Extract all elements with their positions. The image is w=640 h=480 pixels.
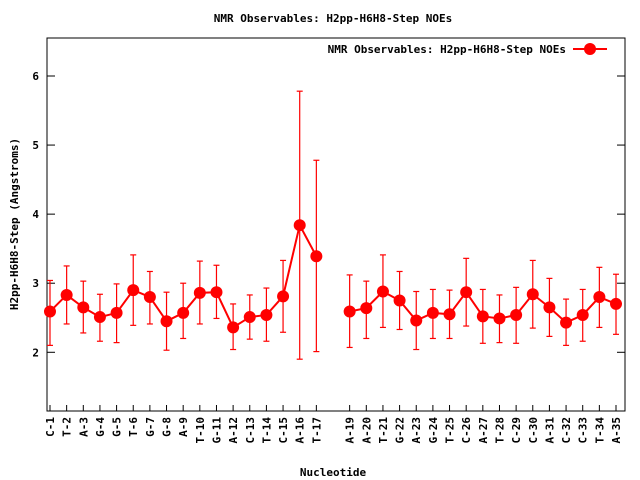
x-tick-label: A-16 [294, 417, 307, 444]
data-point [426, 306, 439, 319]
x-tick-label: A-27 [477, 417, 490, 444]
data-point [576, 308, 589, 321]
x-tick-label: G-5 [111, 417, 124, 437]
x-tick-label: G-7 [144, 417, 157, 437]
data-point [343, 305, 356, 318]
data-point [193, 286, 206, 299]
data-point [243, 311, 256, 324]
plot-border [46, 37, 626, 412]
y-tick-label: 5 [32, 139, 39, 152]
x-tick-label: T-6 [127, 417, 140, 437]
x-tick-label: A-9 [177, 417, 190, 437]
x-tick-label: G-4 [94, 417, 107, 437]
data-point [260, 308, 273, 321]
data-point [43, 305, 56, 318]
x-tick-label: G-22 [394, 417, 407, 444]
legend-marker [584, 43, 596, 55]
x-tick-label: T-2 [61, 417, 74, 437]
data-point [593, 291, 606, 304]
data-point [277, 290, 290, 303]
x-tick-label: A-31 [543, 417, 556, 444]
x-tick-label: C-32 [560, 417, 573, 444]
data-point [227, 321, 240, 334]
x-tick-label: T-25 [444, 417, 457, 444]
x-tick-label: T-34 [593, 417, 606, 444]
y-tick-label: 2 [32, 346, 39, 359]
data-point [510, 308, 523, 321]
legend: NMR Observables: H2pp-H6H8-Step NOEs [328, 43, 607, 56]
data-point [160, 315, 173, 328]
x-tick-label: A-20 [360, 417, 373, 444]
data-point [393, 294, 406, 307]
x-tick-label: A-3 [77, 417, 90, 437]
data-point [460, 286, 473, 299]
x-tick-label: T-21 [377, 417, 390, 444]
legend-label: NMR Observables: H2pp-H6H8-Step NOEs [328, 43, 566, 56]
data-point [127, 284, 140, 297]
x-tick-label: C-15 [277, 417, 290, 444]
data-point [177, 306, 190, 319]
x-tick-label: C-30 [527, 417, 540, 444]
x-tick-label: A-23 [410, 417, 423, 444]
data-point [143, 291, 156, 304]
x-tick-label: A-19 [344, 417, 357, 444]
x-tick-label: C-29 [510, 417, 523, 444]
data-point [293, 219, 306, 232]
data-point [543, 301, 556, 314]
x-tick-label: C-13 [244, 417, 257, 444]
x-tick-label: A-12 [227, 417, 240, 444]
data-point [526, 288, 539, 301]
x-axis-label: Nucleotide [300, 466, 367, 479]
x-tick-label: G-8 [161, 417, 174, 437]
x-tick-label: G-11 [210, 417, 223, 444]
x-tick-label: C-33 [577, 417, 590, 444]
y-tick-label: 6 [32, 70, 39, 83]
data-point [376, 285, 389, 298]
data-point [560, 316, 573, 329]
data-point [210, 286, 223, 299]
data-point [610, 297, 623, 310]
x-tick-label: A-35 [610, 417, 623, 444]
x-tick-label: C-1 [44, 417, 57, 437]
data-point [410, 314, 423, 327]
x-tick-label: T-14 [260, 417, 273, 444]
y-tick-label: 4 [32, 208, 39, 221]
data-point [360, 302, 373, 315]
data-point [443, 308, 456, 321]
data-point [110, 306, 123, 319]
x-tick-label: C-26 [460, 417, 473, 444]
data-point [77, 301, 90, 314]
x-tick-label: T-10 [194, 417, 207, 444]
data-point [93, 311, 106, 324]
x-tick-label: G-24 [427, 417, 440, 444]
chart-title: NMR Observables: H2pp-H6H8-Step NOEs [214, 12, 452, 25]
y-tick-label: 3 [32, 277, 39, 290]
x-tick-label: T-17 [310, 417, 323, 444]
data-point [493, 312, 506, 325]
x-tick-label: T-28 [493, 417, 506, 444]
data-point [60, 288, 73, 301]
data-point [310, 250, 323, 263]
data-point [476, 310, 489, 323]
y-axis-label: H2pp-H6H8-Step (Angstroms) [8, 138, 21, 310]
